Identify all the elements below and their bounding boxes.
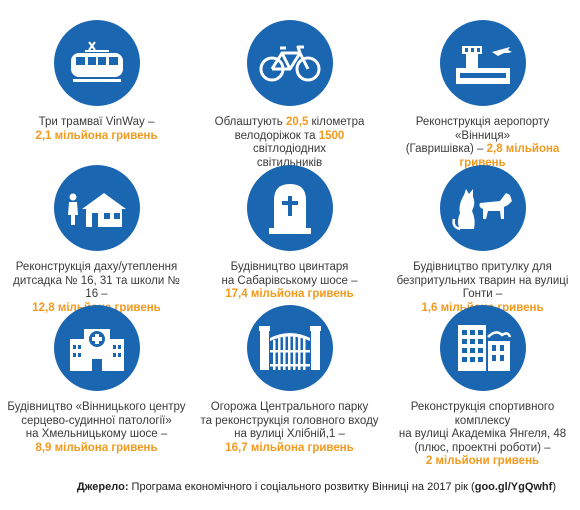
bicycle-icon (259, 45, 320, 82)
caption-line: Будівництво притулку для (413, 261, 552, 273)
caption-line: велодоріжок та 1500 світлодіодних (234, 129, 345, 156)
item-animal-shelter: Будівництво притулку для безпритульних т… (386, 165, 579, 315)
item-tram: Три трамваї VinWay – 2,1 мільйона гривен… (0, 20, 193, 143)
caption-line: на Хмельницькому шосе – (25, 428, 168, 440)
caption-line: (Гавришівка) – 2,8 мільйона гривень (405, 143, 560, 169)
amount: 2,1 мільйона гривень (35, 129, 158, 142)
source-link[interactable]: goo.gl/YgQwhf (474, 481, 553, 493)
item-bike-lanes: Облаштують 20,5 кілометра велодоріжок та… (193, 20, 386, 170)
item-sports-complex: Реконструкція спортивного комплексу на в… (386, 305, 579, 469)
tram-icon-circle (53, 20, 140, 106)
caption-line: серцево-судинної патології» (21, 414, 172, 427)
tombstone-icon (268, 184, 311, 234)
caption-line: на Сабарівському шосе – (221, 274, 358, 287)
caption-line: Облаштують 20,5 кілометра (214, 116, 365, 128)
hospital-icon (69, 329, 124, 371)
bicycle-icon-circle (246, 20, 333, 106)
item-kindergarten: Реконструкція даху/утеплення дитсадка № … (0, 165, 193, 315)
amount: 17,4 мільйона гривень (225, 288, 354, 300)
airport-icon (455, 46, 512, 84)
item-cardio-center: Будівництво «Вінницького центру серцево-… (0, 305, 193, 455)
caption-line: Реконструкція даху/утеплення (15, 261, 178, 273)
caption-line: світильників (256, 156, 323, 169)
caption-line: та реконструкція головного входу (200, 414, 379, 427)
caption-line: на вулиці Хлібній,1 – (234, 428, 345, 440)
source-label: Джерело: (76, 481, 129, 493)
item-cemetery: Будівництво цвинтаря на Сабарівському шо… (193, 165, 386, 302)
caption-line: Будівництво «Вінницького центру (7, 401, 186, 413)
airport-icon-circle (439, 20, 526, 106)
caption-line: Огорожа Центрального парку (210, 401, 369, 413)
tram-icon (70, 41, 123, 82)
animals-icon-circle (439, 165, 526, 251)
fence-icon (258, 326, 321, 370)
fence-icon-circle (246, 305, 333, 391)
caption-line: дитсадка № 16, 31 та школи № 16 – (13, 274, 180, 301)
amount: 16,7 мільйона гривень (225, 441, 354, 454)
source-text: Програма економічного і соціального розв… (128, 481, 475, 493)
caption-line: Три трамваї VinWay – (38, 116, 155, 128)
amount: 2 мільйони гривень (425, 455, 540, 467)
sports-complex-icon-circle (439, 305, 526, 391)
caption-line: Реконструкція аеропорту «Вінниця» (415, 116, 550, 142)
source-note: Джерело: Програма економічного і соціаль… (76, 481, 556, 493)
animals-icon (451, 189, 512, 231)
sports-complex-icon (457, 325, 511, 371)
item-airport: Реконструкція аеропорту «Вінниця» (Гаври… (386, 20, 579, 170)
tombstone-icon-circle (246, 165, 333, 251)
caption-line: (плюс, проектні роботи) – (414, 441, 551, 454)
caption-line: безпритульних тварин на вулиці Гонти – (396, 274, 569, 301)
amount: 8,9 мільйона гривень (35, 441, 158, 454)
hospital-icon-circle (53, 305, 140, 391)
kindergarten-icon-circle (53, 165, 140, 251)
caption-line: Будівництво цвинтаря (230, 261, 349, 273)
kindergarten-icon (67, 193, 126, 227)
item-park-fence: Огорожа Центрального парку та реконструк… (193, 305, 386, 455)
caption-line: Реконструкція спортивного комплексу (410, 401, 555, 427)
caption-line: на вулиці Академіка Янгеля, 48 (398, 428, 567, 440)
